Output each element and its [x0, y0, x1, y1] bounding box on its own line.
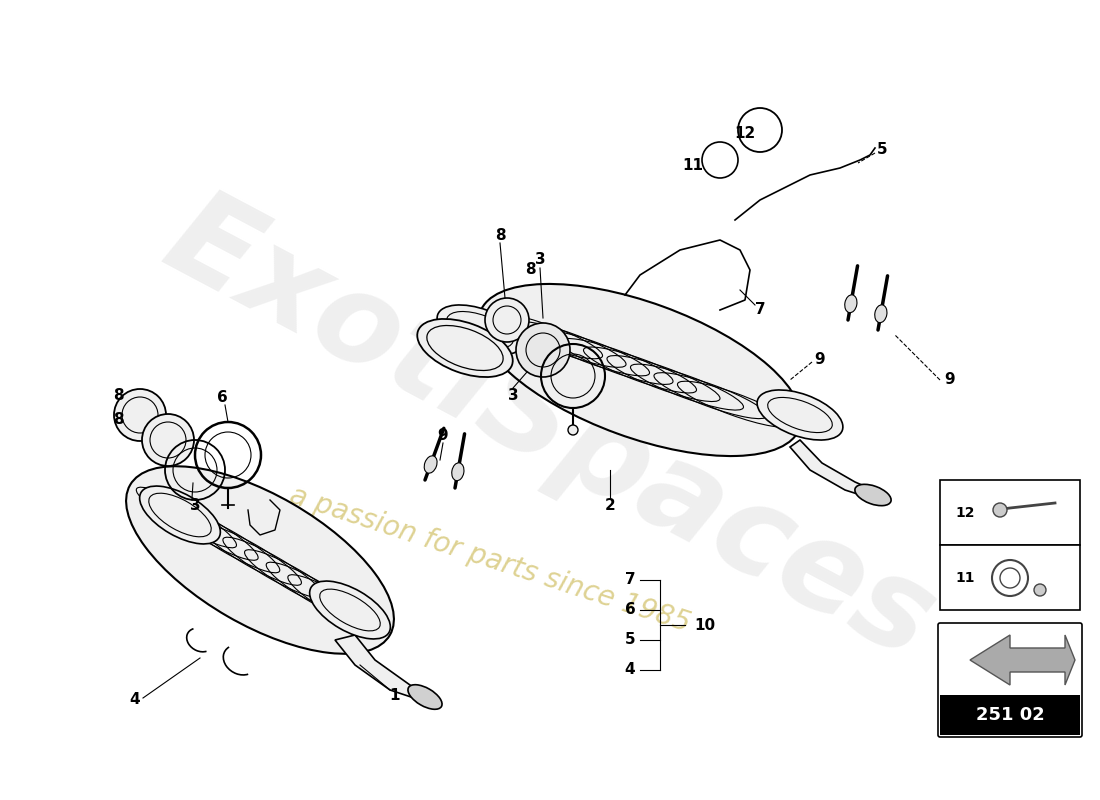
Text: 11: 11: [682, 158, 704, 173]
Text: 4: 4: [130, 693, 141, 707]
Polygon shape: [790, 440, 878, 498]
Circle shape: [738, 108, 782, 152]
Text: 6: 6: [625, 602, 636, 618]
Ellipse shape: [845, 295, 857, 313]
Text: 5: 5: [625, 633, 636, 647]
Ellipse shape: [140, 486, 220, 544]
Circle shape: [1034, 584, 1046, 596]
FancyBboxPatch shape: [938, 623, 1082, 737]
FancyBboxPatch shape: [940, 480, 1080, 545]
Ellipse shape: [309, 581, 390, 639]
Text: 1: 1: [389, 687, 400, 702]
Text: 3: 3: [508, 387, 518, 402]
Ellipse shape: [437, 305, 522, 355]
Text: 3: 3: [535, 253, 546, 267]
Polygon shape: [970, 635, 1075, 685]
Ellipse shape: [478, 284, 802, 456]
Ellipse shape: [874, 305, 887, 322]
Text: 10: 10: [694, 618, 716, 633]
Text: 2: 2: [605, 498, 615, 513]
Text: 11: 11: [955, 571, 975, 585]
Text: 9: 9: [815, 353, 825, 367]
Ellipse shape: [417, 319, 513, 377]
Ellipse shape: [425, 456, 437, 473]
Text: 4: 4: [625, 662, 636, 678]
Text: 12: 12: [735, 126, 756, 141]
Text: a passion for parts since 1985: a passion for parts since 1985: [286, 482, 694, 638]
Circle shape: [568, 425, 578, 435]
Text: 8: 8: [525, 262, 536, 278]
Text: 5: 5: [877, 142, 888, 158]
Text: 7: 7: [625, 573, 636, 587]
Text: ExotiSpaces: ExotiSpaces: [145, 177, 955, 683]
Text: 6: 6: [217, 390, 228, 406]
Ellipse shape: [408, 685, 442, 710]
Circle shape: [142, 414, 194, 466]
Text: 8: 8: [112, 413, 123, 427]
Circle shape: [516, 323, 570, 377]
Text: 8: 8: [495, 227, 505, 242]
Text: 9: 9: [438, 427, 449, 442]
Text: 9: 9: [945, 373, 955, 387]
FancyBboxPatch shape: [940, 545, 1080, 610]
Text: 3: 3: [189, 498, 200, 513]
Text: 251 02: 251 02: [976, 706, 1044, 724]
Circle shape: [485, 298, 529, 342]
Circle shape: [114, 389, 166, 441]
Ellipse shape: [126, 466, 394, 654]
Polygon shape: [336, 635, 430, 700]
Circle shape: [702, 142, 738, 178]
Text: 7: 7: [755, 302, 766, 318]
Bar: [940, 695, 1080, 735]
Ellipse shape: [855, 484, 891, 506]
Ellipse shape: [452, 463, 464, 481]
Ellipse shape: [757, 390, 843, 440]
Circle shape: [993, 503, 1007, 517]
Text: 12: 12: [955, 506, 975, 520]
Text: 8: 8: [112, 387, 123, 402]
